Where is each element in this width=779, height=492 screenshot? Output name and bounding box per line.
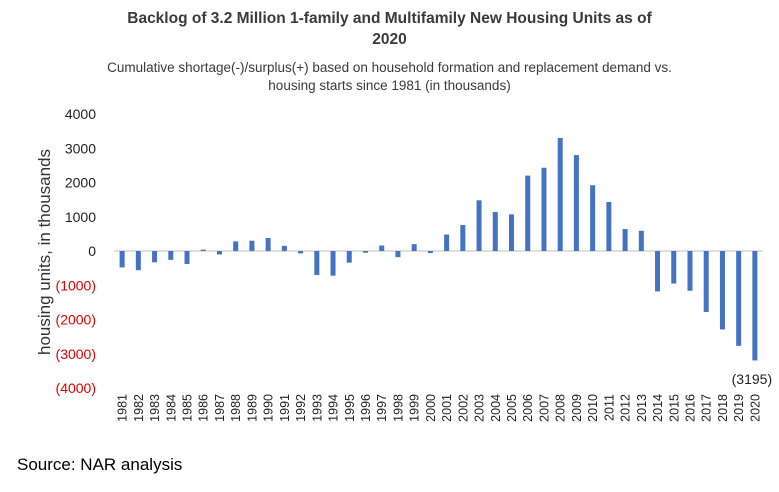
bar-1992 (298, 251, 304, 254)
x-tick-label: 1981 (116, 394, 130, 422)
x-tick-label: 2001 (440, 394, 454, 422)
bar-1999 (411, 244, 417, 251)
bar-1987 (216, 251, 222, 255)
x-tick-label: 1990 (262, 394, 276, 422)
bar-2020 (752, 251, 758, 361)
bar-1997 (379, 245, 385, 251)
x-tick-label: 1997 (375, 394, 389, 422)
bar-1993 (314, 251, 320, 275)
bar-2006 (525, 175, 531, 251)
y-axis-label: housing units, in thousands (35, 149, 54, 355)
bar-2019 (736, 251, 742, 346)
bar-2010 (590, 185, 596, 251)
x-tick-label: 2004 (489, 394, 503, 422)
x-tick-label: 1987 (213, 394, 227, 422)
bar-1981 (119, 251, 125, 268)
source-note: Source: NAR analysis (17, 455, 183, 474)
x-tick-label: 2013 (635, 394, 649, 422)
bar-2014 (655, 251, 661, 292)
bar-2012 (622, 229, 628, 251)
data-label-2020: (3195) (732, 371, 772, 387)
y-tick-label: (4000) (56, 380, 96, 396)
x-tick-label: 2019 (732, 394, 746, 422)
x-tick-label: 2016 (683, 394, 697, 422)
bar-2011 (606, 202, 612, 251)
chart-title: Backlog of 3.2 Million 1-family and Mult… (0, 8, 779, 50)
x-tick-label: 1982 (132, 394, 146, 422)
y-tick-label: 1000 (65, 209, 96, 225)
x-tick-label: 2000 (424, 394, 438, 422)
bar-1998 (395, 251, 401, 258)
x-tick-label: 1993 (310, 394, 324, 422)
x-tick-label: 2011 (602, 394, 616, 421)
bar-1994 (330, 251, 336, 276)
x-tick-label: 2006 (521, 394, 535, 422)
bar-1984 (168, 251, 174, 260)
bar-1988 (233, 241, 239, 251)
y-tick-label: 0 (88, 243, 96, 259)
x-tick-label: 1999 (408, 394, 422, 422)
bar-2007 (541, 167, 547, 251)
bar-1989 (249, 240, 255, 251)
x-tick-label: 1992 (294, 394, 308, 422)
x-tick-label: 2014 (651, 394, 665, 422)
x-tick-label: 2003 (473, 394, 487, 422)
x-tick-label: 2010 (586, 394, 600, 422)
bar-2017 (703, 251, 709, 312)
bar-2003 (476, 200, 482, 251)
x-tick-label: 1995 (343, 394, 357, 422)
bar-2004 (492, 211, 498, 251)
bar-2001 (444, 234, 450, 251)
bar-2013 (638, 230, 644, 251)
x-tick-label: 2015 (667, 394, 681, 422)
bar-1985 (184, 251, 190, 265)
x-tick-label: 2009 (570, 394, 584, 422)
y-tick-label: 3000 (65, 140, 96, 156)
x-tick-label: 1994 (327, 394, 341, 422)
bar-2005 (509, 214, 515, 251)
bar-2008 (557, 137, 563, 251)
x-tick-label: 2008 (554, 394, 568, 422)
chart-subtitle: Cumulative shortage(-)/surplus(+) based … (0, 59, 779, 95)
bar-2016 (687, 251, 693, 291)
bar-2002 (460, 224, 466, 251)
bar-1982 (135, 251, 141, 271)
x-tick-label: 1996 (359, 394, 373, 422)
y-tick-label: (3000) (56, 346, 96, 362)
x-tick-label: 1983 (148, 394, 162, 422)
x-tick-label: 2005 (505, 394, 519, 422)
x-tick-label: 2017 (700, 394, 714, 422)
x-tick-label: 1988 (229, 394, 243, 422)
x-tick-label: 1991 (278, 394, 292, 422)
x-tick-label: 2002 (456, 394, 470, 422)
x-tick-label: 1984 (164, 394, 178, 422)
x-tick-label: 2018 (716, 394, 730, 422)
x-tick-label: 2012 (619, 394, 633, 422)
bar-1983 (152, 251, 158, 263)
y-tick-label: (2000) (56, 312, 96, 328)
y-tick-label: 4000 (65, 106, 96, 122)
bar-1990 (265, 237, 271, 251)
x-tick-label: 1989 (245, 394, 259, 422)
chart-title-line-2: 2020 (372, 31, 407, 48)
chart-subtitle-line-1: Cumulative shortage(-)/surplus(+) based … (107, 60, 672, 75)
bar-1986 (200, 249, 206, 251)
x-tick-label: 1998 (391, 394, 405, 422)
chart-title-line-1: Backlog of 3.2 Million 1-family and Mult… (127, 10, 652, 27)
chart-subtitle-line-2: housing starts since 1981 (in thousands) (268, 78, 511, 93)
y-tick-label: 2000 (65, 175, 96, 191)
bar-2000 (427, 251, 433, 254)
bar-2009 (573, 155, 579, 251)
bar-2015 (671, 251, 677, 284)
x-tick-label: 1985 (181, 394, 195, 422)
bar-1995 (346, 251, 352, 263)
y-tick-label: (1000) (56, 277, 96, 293)
bar-1991 (281, 245, 287, 251)
x-tick-label: 1986 (197, 394, 211, 422)
x-tick-label: 2020 (748, 394, 762, 422)
bar-2018 (719, 251, 725, 330)
bar-1996 (362, 251, 368, 253)
x-tick-label: 2007 (537, 394, 551, 422)
